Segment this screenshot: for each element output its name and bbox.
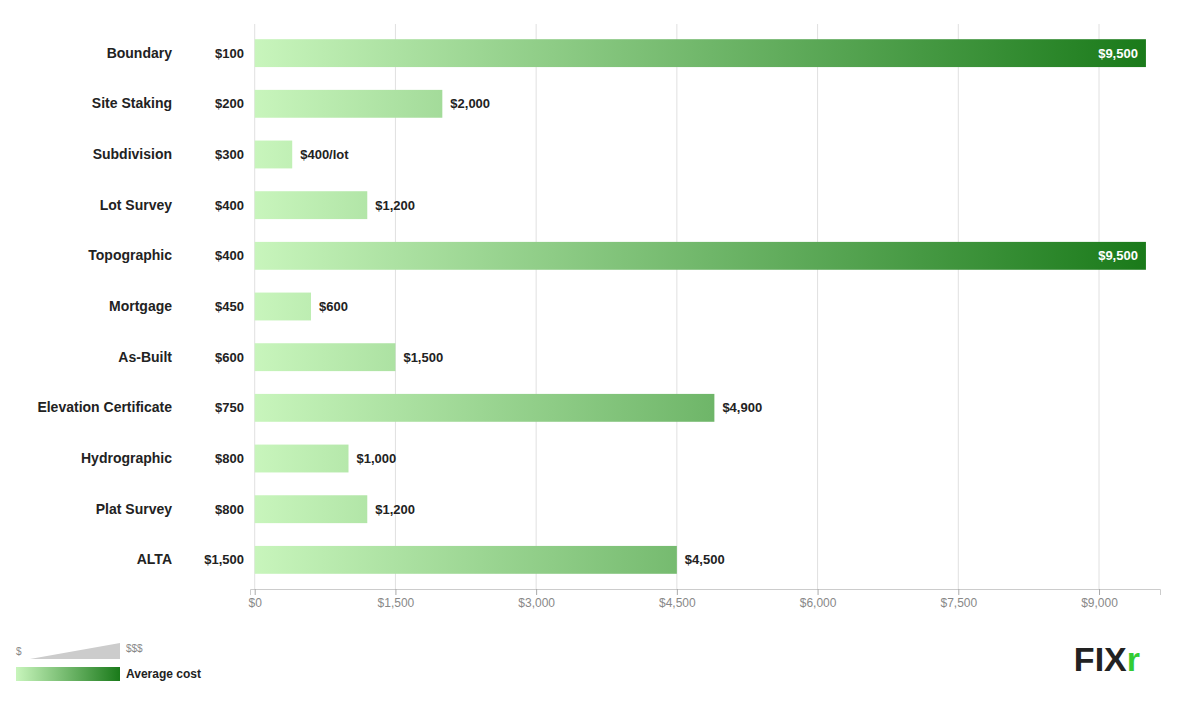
category-label: Hydrographic [81,450,172,466]
x-tick-mark [1099,589,1100,595]
y-tick: Hydrographic [81,450,172,466]
logo-part: FIX [1074,640,1127,678]
x-axis: $0 $1,500 $3,000 $4,500 $6,000 $7,500 $9,000 [249,589,1161,610]
x-tick-mark [818,589,819,595]
category-label: As-Built [118,349,172,365]
y-tick: Lot Survey [100,197,173,213]
y-tick: ALTA [137,551,172,567]
logo: FIXr [1074,640,1140,678]
min-label: $400 [215,248,244,263]
x-axis-line [251,590,1161,596]
legend-high-label: $$$ [126,643,143,654]
grid [255,24,1099,589]
y-tick: As-Built [118,349,172,365]
min-label: $300 [215,147,244,162]
grid-line [958,24,959,589]
x-tick-mark [958,589,959,595]
min-label: $400 [215,198,244,213]
grid-line [536,24,537,589]
value-label: $400/lot [300,147,349,162]
x-tick: $6,000 [800,589,837,610]
value-label: $4,500 [685,552,725,567]
min-label: $800 [215,502,244,517]
bar [255,141,293,169]
category-label: Topographic [88,247,172,263]
y-tick: Mortgage [109,298,172,314]
bar [255,191,368,219]
legend-low-label: $ [16,646,22,657]
x-tick: $7,500 [940,589,977,610]
min-label: $800 [215,451,244,466]
category-label: ALTA [137,551,172,567]
value-label: $1,000 [357,451,397,466]
y-tick: Plat Survey [96,501,172,517]
bar [255,343,396,371]
value-label: $1,200 [375,198,415,213]
bars [255,39,1146,574]
category-label: Site Staking [92,95,172,111]
legend-triangle [30,643,120,659]
min-label: $600 [215,350,244,365]
category-label: Mortgage [109,298,172,314]
x-tick-label: $3,000 [518,596,555,610]
x-tick-label: $4,500 [659,596,696,610]
min-label: $450 [215,299,244,314]
y-axis: Boundary Site Staking Subdivision Lot Surve… [37,45,172,568]
min-label: $1,500 [204,552,244,567]
logo-part: r [1127,640,1140,678]
x-tick-label: $0 [249,596,263,610]
legend-gradient [16,667,120,681]
bar [255,242,1146,270]
bar [255,495,368,523]
x-tick-label: $7,500 [940,596,977,610]
min-label: $100 [215,46,244,61]
category-label: Plat Survey [96,501,172,517]
bar [255,90,443,118]
x-tick: $1,500 [378,589,415,610]
x-tick: $9,000 [1081,589,1118,610]
grid-line [817,24,818,589]
min-label: $200 [215,96,244,111]
x-tick: $4,500 [659,589,696,610]
x-tick-mark [677,589,678,595]
y-tick: Topographic [88,247,172,263]
bar [255,293,311,321]
x-tick-mark [255,589,256,595]
value-label: $2,000 [450,96,490,111]
category-label: Elevation Certificate [37,399,172,415]
category-label: Lot Survey [100,197,173,213]
y-tick: Subdivision [93,146,172,162]
value-label: $9,500 [1098,46,1138,61]
y-tick: Boundary [107,45,173,61]
y-tick: Elevation Certificate [37,399,172,415]
chart: $0 $1,500 $3,000 $4,500 $6,000 $7,500 $9,000 Bo… [0,0,1200,701]
bar [255,394,715,422]
bar [255,39,1146,67]
category-label: Boundary [107,45,173,61]
labels: $100 $200 $300 $400 $400 $450 $600 $750 $800 $800… [204,46,1138,568]
y-tick: Site Staking [92,95,172,111]
grid-line [1099,24,1100,589]
x-tick-mark [536,589,537,595]
category-label: Subdivision [93,146,172,162]
x-tick-label: $9,000 [1081,596,1118,610]
legend-label: Average cost [126,667,201,681]
x-tick: $0 [249,589,263,610]
value-label: $9,500 [1098,248,1138,263]
legend: $$$$Average cost [16,643,201,681]
value-label: $600 [319,299,348,314]
x-tick-mark [395,589,396,595]
bar [255,546,677,574]
value-label: $1,200 [375,502,415,517]
x-tick: $3,000 [518,589,555,610]
value-label: $1,500 [403,350,443,365]
x-tick-label: $6,000 [800,596,837,610]
bar [255,445,349,473]
grid-line [676,24,677,589]
min-label: $750 [215,400,244,415]
value-label: $4,900 [722,400,762,415]
x-tick-label: $1,500 [378,596,415,610]
